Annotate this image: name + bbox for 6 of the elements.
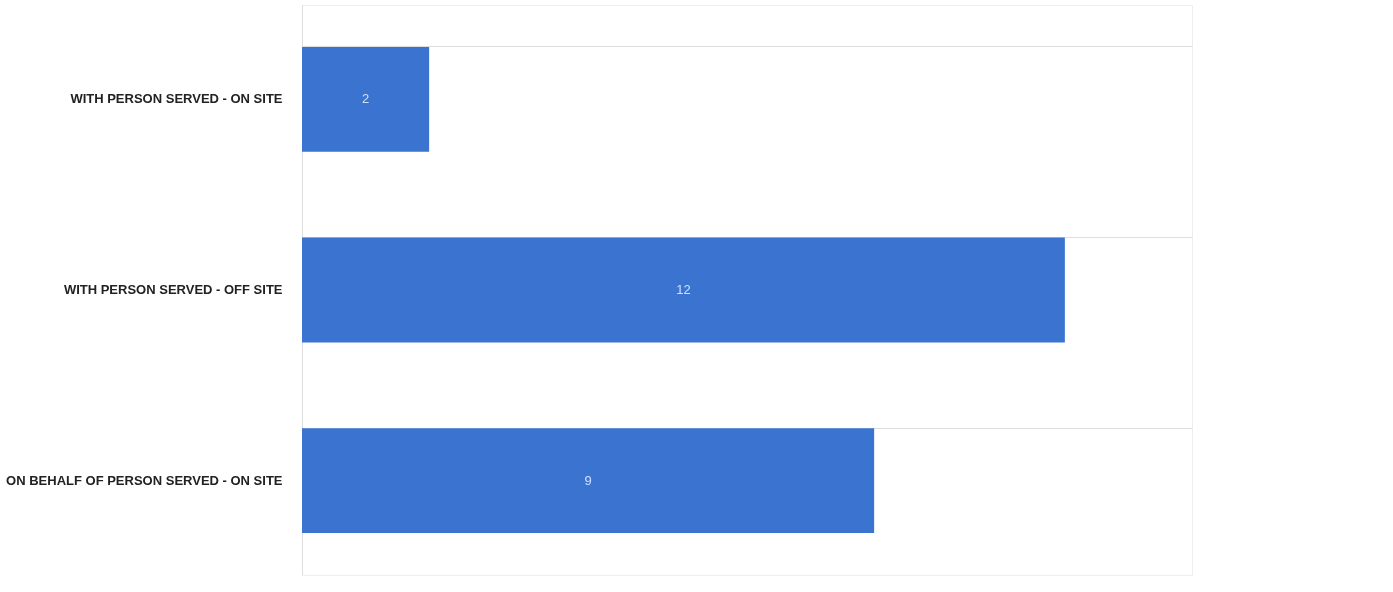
y-tick-label: ON BEHALF OF PERSON SERVED - ON SITE <box>6 472 283 488</box>
data-label: 12 <box>676 282 691 297</box>
data-label: 2 <box>361 91 370 107</box>
data-label: 9 <box>584 472 592 488</box>
y-tick-label: WITH PERSON SERVED - OFF SITE <box>63 282 283 297</box>
y-tick-label: WITH PERSON SERVED - ON SITE <box>70 91 283 107</box>
